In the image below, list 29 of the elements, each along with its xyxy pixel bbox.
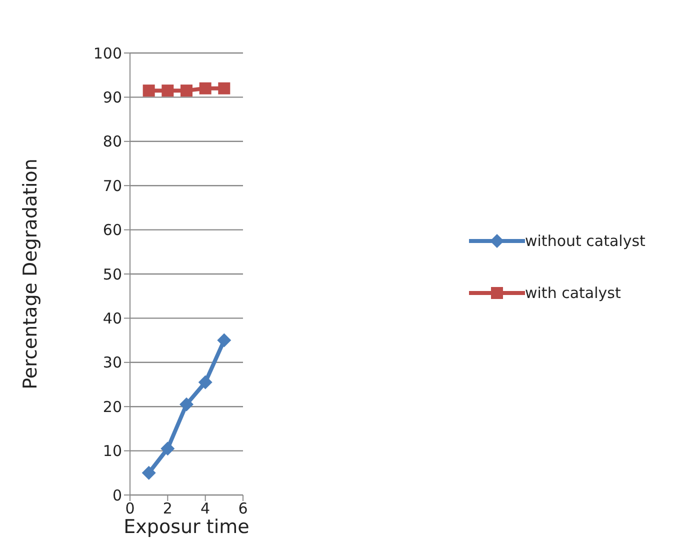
y-tick-label: 20 — [102, 398, 122, 416]
y-tick-label: 60 — [102, 221, 122, 240]
y-tick-label: 90 — [102, 88, 122, 107]
y-tick-label: 30 — [102, 354, 122, 372]
y-tick-label: 40 — [102, 310, 122, 328]
y-tick-label: 50 — [102, 265, 122, 284]
y-tick-label: 100 — [93, 44, 122, 62]
point — [217, 333, 232, 348]
x-tick-label: 6 — [238, 500, 248, 518]
x-axis-title: Exposur time — [124, 516, 250, 538]
point — [218, 82, 230, 94]
point — [199, 82, 212, 94]
y-tick-label: 0 — [112, 486, 122, 504]
x-tick-label: 4 — [200, 500, 210, 518]
point — [180, 397, 194, 412]
legend-label: with catalyst — [525, 283, 622, 304]
point — [180, 84, 192, 97]
y-tick-label: 70 — [102, 176, 122, 195]
point — [142, 466, 156, 480]
x-tick-label: 0 — [125, 500, 135, 518]
point — [160, 442, 175, 456]
point — [162, 84, 174, 97]
legend-label: without catalyst — [525, 231, 646, 252]
y-tick-label: 10 — [102, 442, 122, 460]
point — [198, 375, 212, 390]
y-axis-title: Percentage Degradation — [20, 158, 42, 390]
x-tick-label: 2 — [162, 500, 172, 518]
y-tick-label: 80 — [102, 132, 122, 151]
point — [142, 84, 155, 97]
